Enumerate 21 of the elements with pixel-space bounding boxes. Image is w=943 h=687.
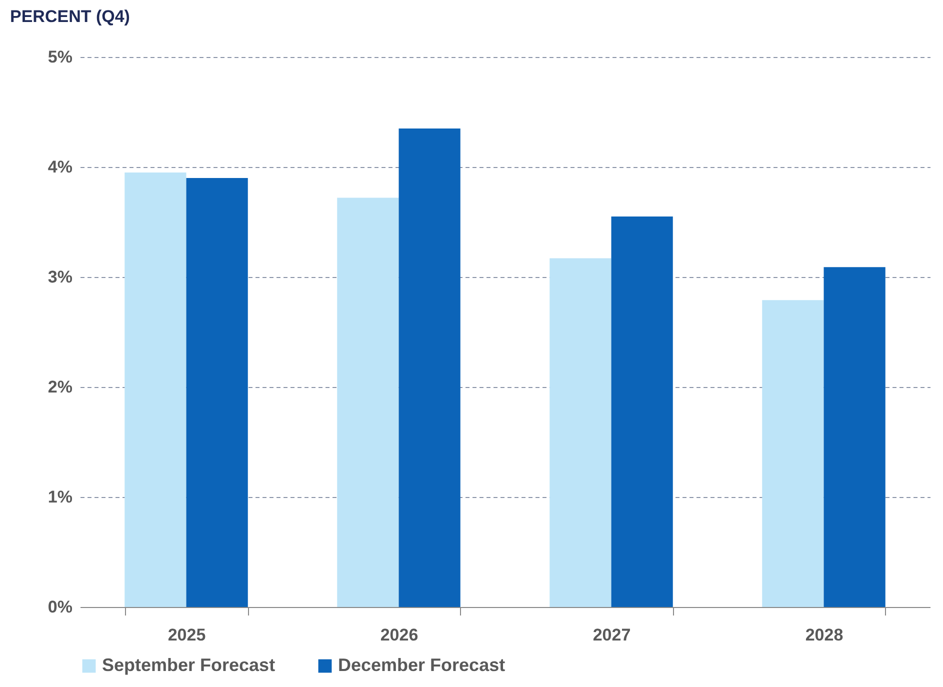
bar <box>762 300 824 607</box>
bar <box>398 128 460 607</box>
x-tick-label: 2025 <box>168 626 206 644</box>
x-tick-label: 2028 <box>805 626 844 644</box>
legend-label: September Forecast <box>102 655 276 675</box>
y-tick-label: 5% <box>48 48 72 66</box>
y-tick-label: 3% <box>48 268 72 286</box>
bar <box>824 267 886 607</box>
y-tick-label: 4% <box>48 158 72 176</box>
bar <box>186 178 248 607</box>
y-tick-label: 2% <box>48 378 72 396</box>
y-tick-label: 1% <box>48 488 72 506</box>
bar <box>124 172 186 607</box>
x-tick-label: 2027 <box>592 626 631 644</box>
bar <box>337 198 399 607</box>
chart-title: PERCENT (Q4) <box>10 7 130 26</box>
bar <box>550 258 612 607</box>
y-tick-label: 0% <box>48 598 72 616</box>
legend-label: December Forecast <box>338 655 506 675</box>
bar <box>611 216 673 607</box>
x-tick-label: 2026 <box>380 626 418 644</box>
